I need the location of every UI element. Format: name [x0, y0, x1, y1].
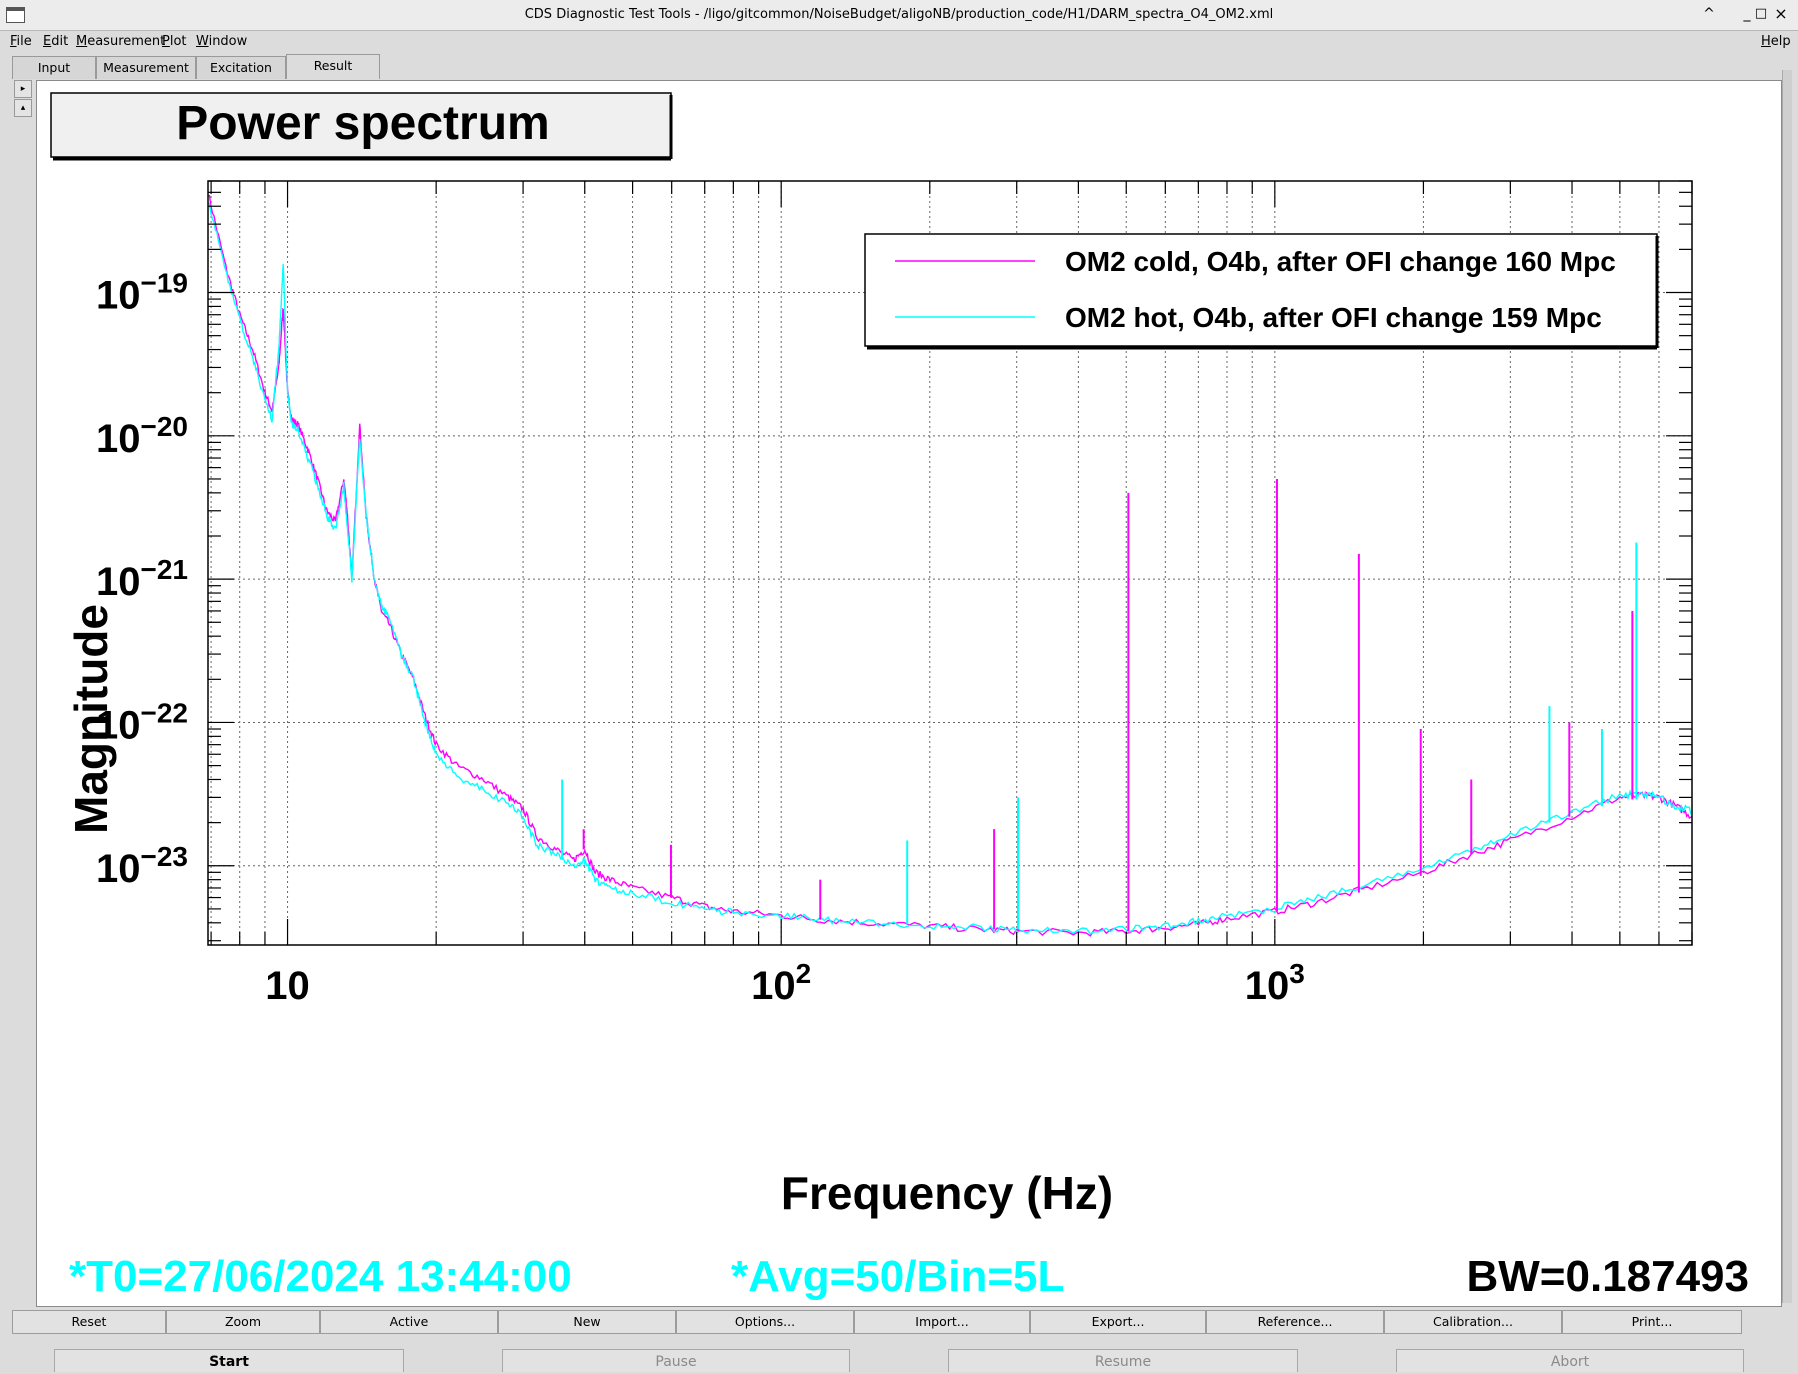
maximize-window-icon[interactable]: □: [1754, 6, 1768, 21]
y-tick-label: 10−19: [96, 268, 188, 318]
legend: OM2 cold, O4b, after OFI change 160 Mpc …: [864, 233, 1659, 350]
window-title: CDS Diagnostic Test Tools - /ligo/gitcom…: [524, 7, 1274, 22]
axis-ticks: [208, 180, 1693, 945]
y-tick-label-base: 10: [96, 703, 141, 747]
app-window-icon: [6, 7, 25, 23]
series-line: [207, 194, 1693, 937]
y-tick-label: 10−22: [96, 697, 188, 747]
y-tick-label-exponent: −23: [141, 841, 189, 872]
t0-label: *T0=27/06/2024 13:44:00: [69, 1252, 572, 1301]
title-bar: CDS Diagnostic Test Tools - /ligo/gitcom…: [0, 0, 1798, 31]
tab-input[interactable]: Input: [12, 56, 96, 79]
plot-frame: [207, 180, 1693, 946]
plot-canvas[interactable]: Power spectrum 10 102 103 10−19 10−20 10−21 10…: [36, 80, 1782, 1307]
new-button[interactable]: New: [498, 1310, 676, 1334]
plot-title: Power spectrum: [176, 97, 549, 150]
y-tick-label: 10−20: [96, 411, 188, 461]
options-button[interactable]: Options...: [676, 1310, 854, 1334]
start-button[interactable]: Start: [54, 1349, 404, 1372]
power-spectrum-plot[interactable]: Power spectrum 10 102 10310−1910−2010−2110…: [37, 81, 1781, 1306]
tab-result[interactable]: Result: [286, 54, 380, 79]
menu-plot[interactable]: Plot: [162, 34, 187, 49]
legend-label-hot: OM2 hot, O4b, after OFI change 159 Mpc: [1065, 302, 1602, 333]
menu-edit[interactable]: Edit: [43, 34, 69, 49]
plot-toolbar: Reset Zoom Active New Options... Import.…: [12, 1310, 1784, 1334]
print-button[interactable]: Print...: [1562, 1310, 1742, 1334]
x-axis-title: Frequency (Hz): [781, 1167, 1113, 1219]
pause-button[interactable]: Pause: [502, 1349, 850, 1372]
avg-bin-label: *Avg=50/Bin=5L: [731, 1252, 1064, 1301]
y-tick-label-exponent: −21: [141, 554, 189, 585]
bandwidth-label: BW=0.187493: [1466, 1252, 1749, 1301]
y-tick-label: 10−21: [96, 554, 188, 604]
reference-button[interactable]: Reference...: [1206, 1310, 1384, 1334]
vertical-scrollbar[interactable]: [1782, 70, 1792, 1303]
x-tick-label: 102: [751, 958, 811, 1008]
menu-window[interactable]: Window: [196, 34, 248, 49]
minimize-window-icon[interactable]: _: [1743, 6, 1751, 22]
plot-title-box: Power spectrum: [50, 92, 673, 161]
scroll-up-icon[interactable]: ▴: [14, 99, 32, 117]
abort-button[interactable]: Abort: [1396, 1349, 1744, 1372]
zoom-button[interactable]: Zoom: [166, 1310, 320, 1334]
tab-measurement[interactable]: Measurement: [96, 56, 196, 79]
x-tick-label: 10: [265, 964, 310, 1008]
close-window-icon[interactable]: ×: [1774, 4, 1788, 23]
calibration-button[interactable]: Calibration...: [1384, 1310, 1562, 1334]
series-line: [207, 202, 1693, 935]
export-button[interactable]: Export...: [1030, 1310, 1206, 1334]
active-button[interactable]: Active: [320, 1310, 498, 1334]
y-tick-label-base: 10: [96, 417, 141, 461]
import-button[interactable]: Import...: [854, 1310, 1030, 1334]
shade-window-icon[interactable]: ^: [1703, 6, 1715, 22]
y-axis-title: Magnitude: [65, 604, 117, 834]
x-tick-label-exponent: 3: [1289, 958, 1305, 989]
menu-file[interactable]: File: [10, 34, 32, 49]
y-tick-label-base: 10: [96, 274, 141, 318]
menu-bar: File Edit Measurement Plot Window Help: [0, 31, 1798, 53]
y-tick-label-base: 10: [96, 560, 141, 604]
resume-button[interactable]: Resume: [948, 1349, 1298, 1372]
y-tick-label-base: 10: [96, 847, 141, 891]
y-tick-label-exponent: −19: [141, 268, 189, 299]
expand-right-icon[interactable]: ▸: [14, 80, 32, 98]
reset-button[interactable]: Reset: [12, 1310, 166, 1334]
y-tick-label: 10−23: [96, 841, 188, 891]
x-tick-label-exponent: 2: [796, 958, 812, 989]
menu-help[interactable]: Help: [1761, 34, 1791, 49]
y-tick-label-exponent: −20: [141, 411, 189, 442]
x-tick-label: 103: [1245, 958, 1305, 1008]
y-tick-label-exponent: −22: [141, 697, 189, 728]
menu-measurement[interactable]: Measurement: [76, 34, 166, 49]
legend-label-cold: OM2 cold, O4b, after OFI change 160 Mpc: [1065, 246, 1616, 277]
measurement-control-bar: Start Pause Resume Abort: [0, 1349, 1798, 1372]
data-traces: [207, 194, 1693, 937]
tab-excitation[interactable]: Excitation: [196, 56, 286, 79]
